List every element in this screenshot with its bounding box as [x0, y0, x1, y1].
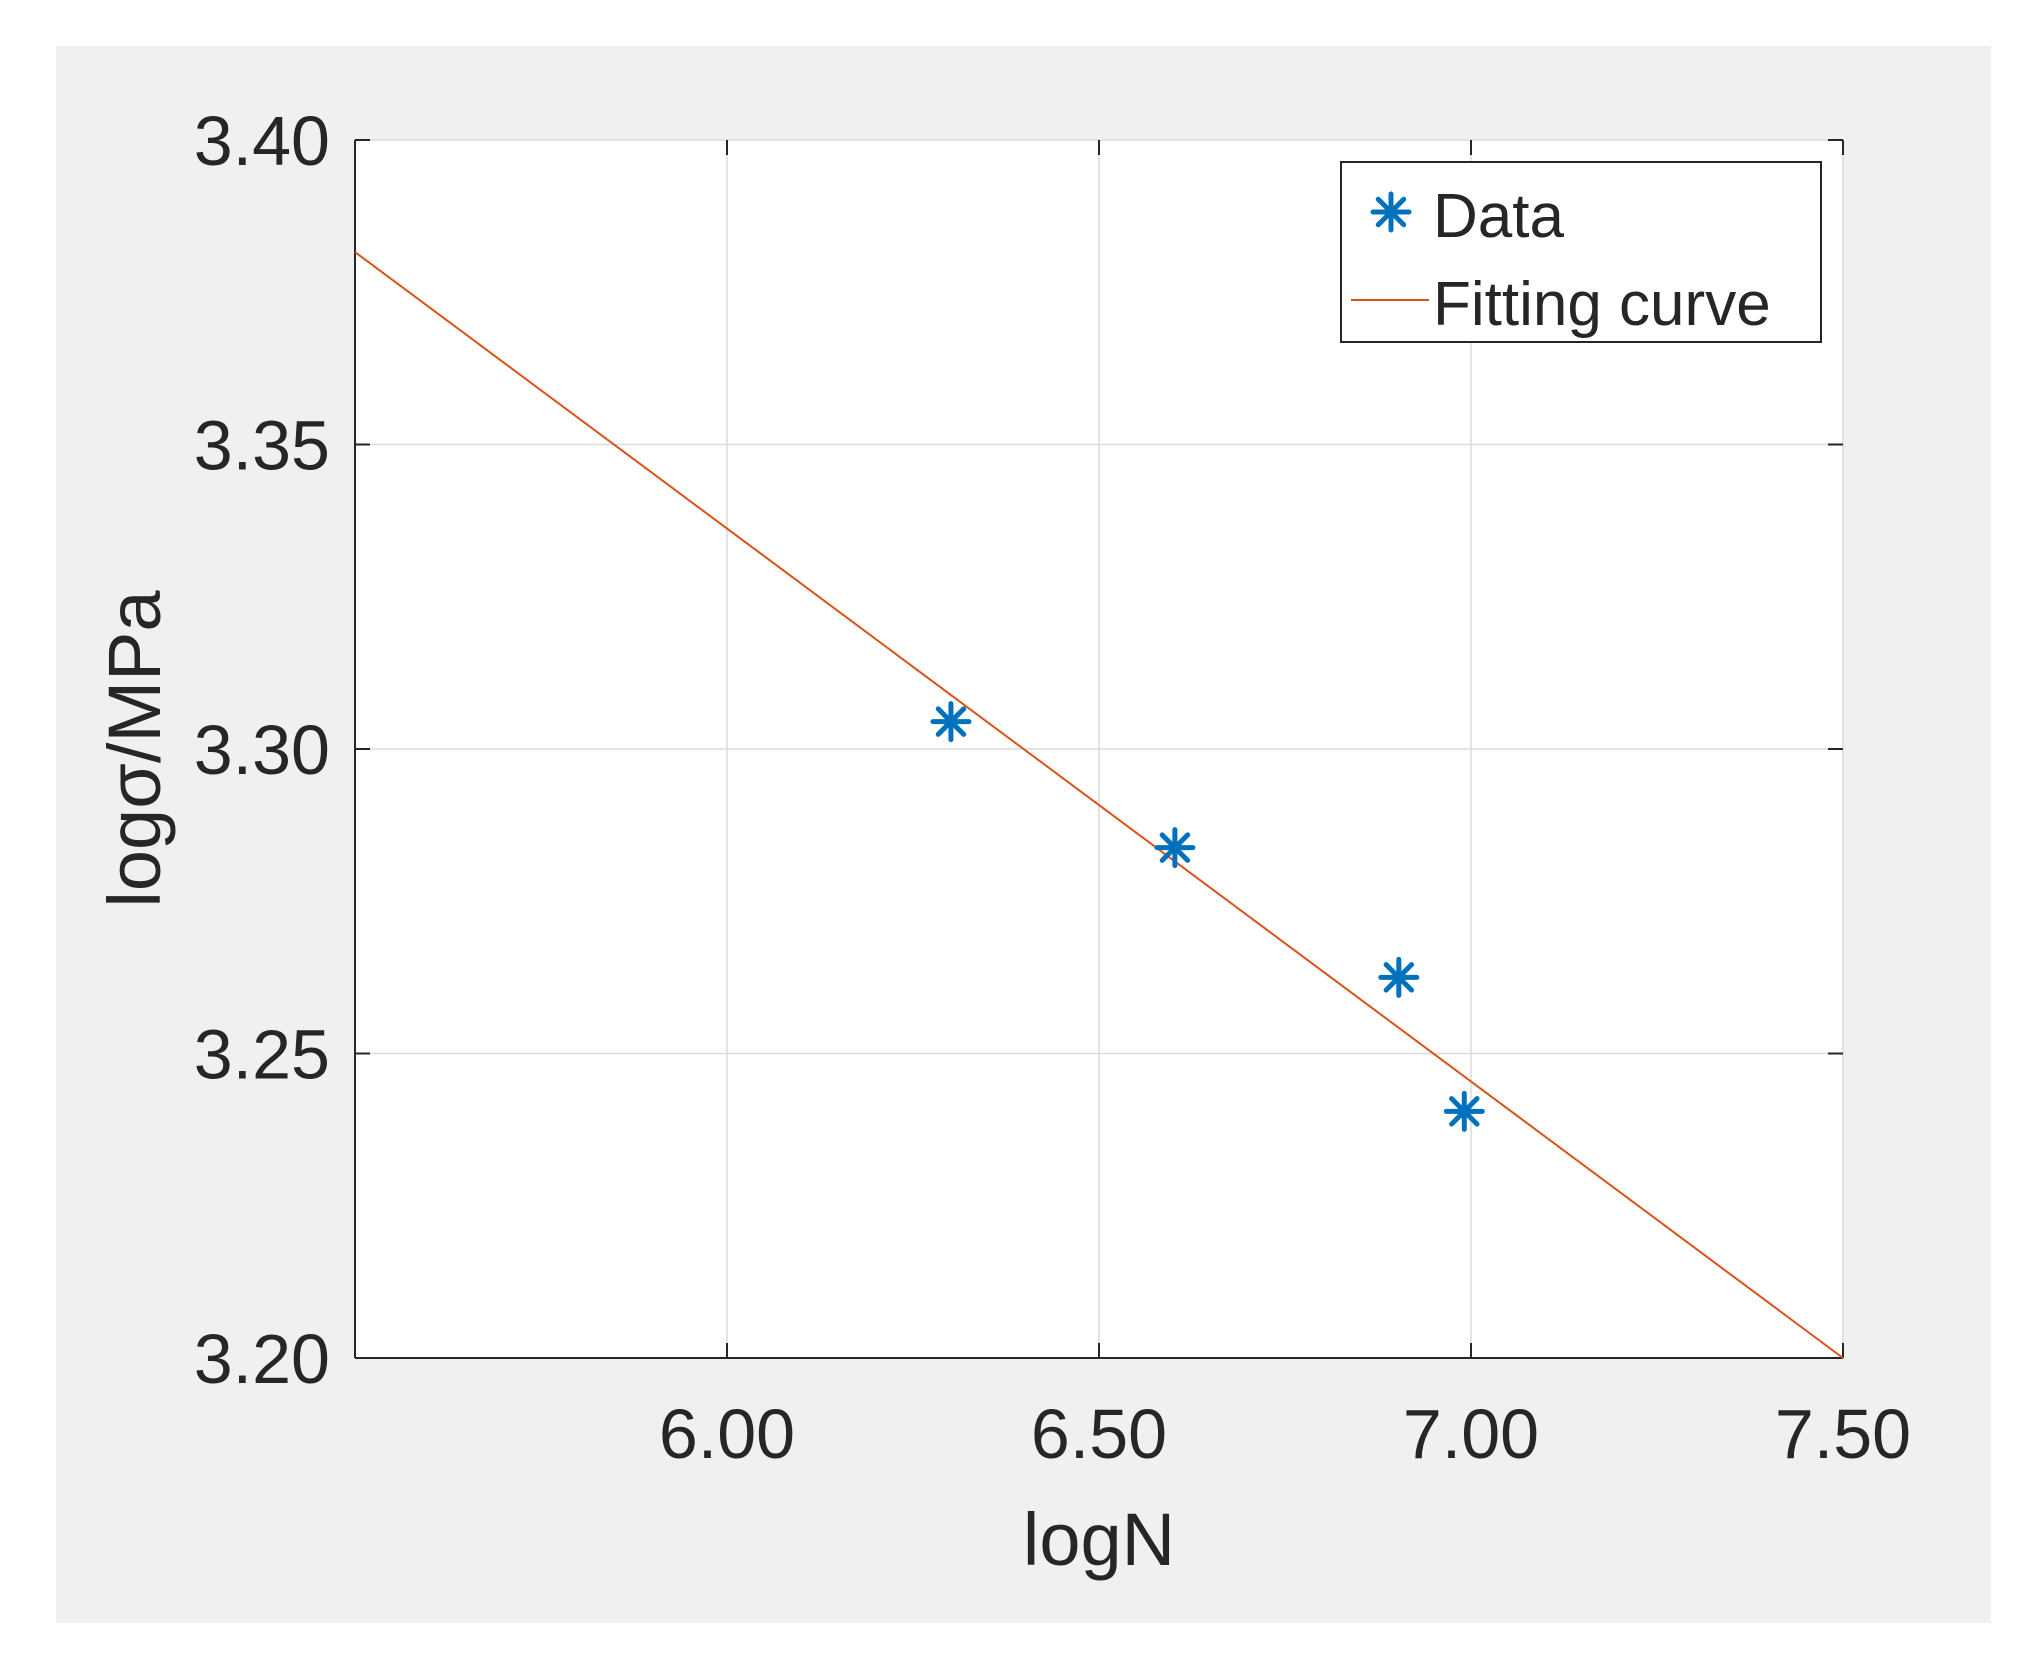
- plot-area: [354, 251, 1844, 1359]
- x-axis-label: logN: [1023, 1498, 1175, 1581]
- data-point: [1378, 956, 1420, 998]
- y-tick-label: 3.30: [194, 711, 330, 789]
- y-tick-label: 3.20: [194, 1320, 330, 1398]
- data-point: [1443, 1090, 1485, 1132]
- data-point: [1154, 827, 1196, 869]
- x-tick-label: 7.50: [1775, 1395, 1911, 1473]
- legend-entry-label: Fitting curve: [1433, 270, 1771, 339]
- x-axis-ticks: 6.00 6.50 7.00 7.50: [659, 140, 1911, 1473]
- data-point: [930, 701, 972, 743]
- legend: Data Fitting curve: [1340, 161, 1822, 343]
- fitting-curve-line: [354, 251, 1844, 1359]
- legend-box: [1340, 161, 1822, 343]
- x-tick-label: 6.00: [659, 1395, 795, 1473]
- legend-data-marker: [1370, 191, 1412, 233]
- x-tick-label: 6.50: [1031, 1395, 1167, 1473]
- y-axis-ticks: 3.20 3.25 3.30 3.35 3.40: [194, 102, 1843, 1398]
- y-tick-label: 3.35: [194, 407, 330, 485]
- legend-entry-label: Data: [1433, 182, 1564, 251]
- x-tick-label: 7.00: [1403, 1395, 1539, 1473]
- y-axis-label: logσ/MPa: [93, 590, 176, 908]
- y-tick-label: 3.40: [194, 102, 330, 180]
- y-tick-label: 3.25: [194, 1016, 330, 1094]
